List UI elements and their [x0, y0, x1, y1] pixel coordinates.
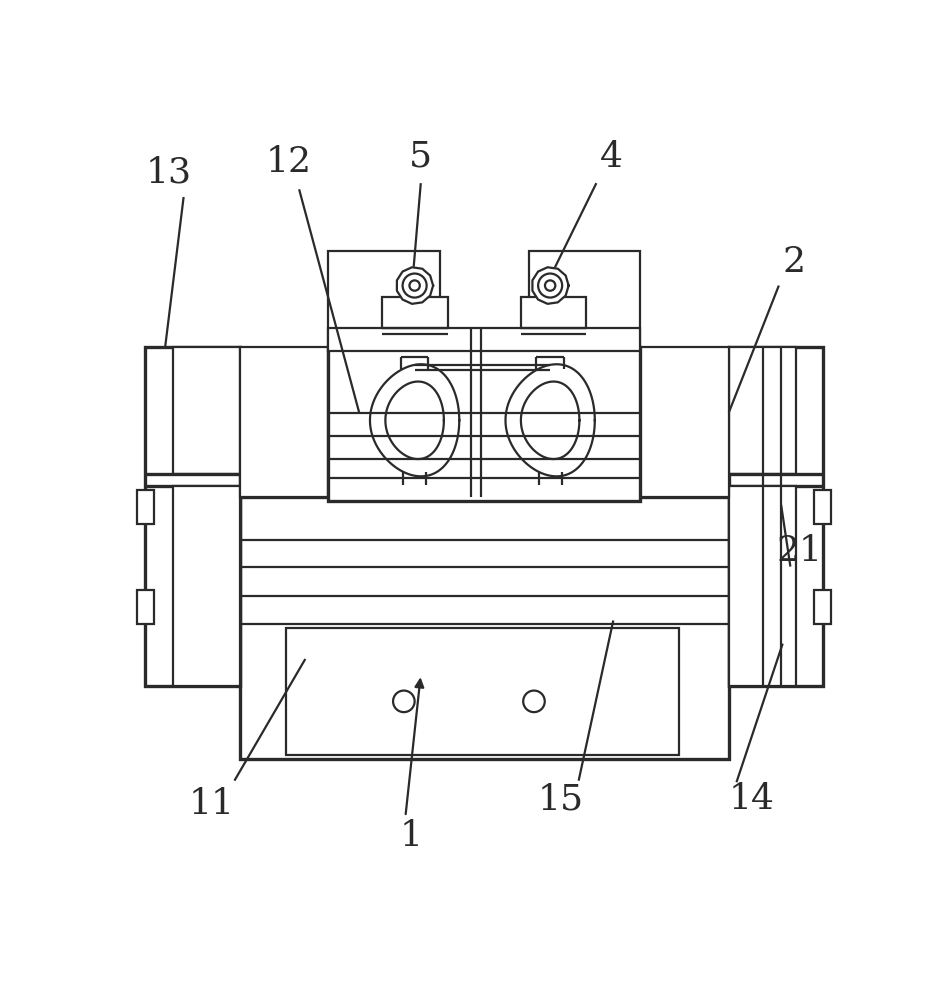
- Text: 13: 13: [145, 155, 191, 189]
- Bar: [173, 347, 240, 474]
- Text: 12: 12: [265, 145, 311, 179]
- Bar: [145, 347, 240, 686]
- Bar: [728, 347, 795, 474]
- Text: 15: 15: [537, 782, 583, 816]
- Bar: [329, 328, 640, 351]
- Circle shape: [402, 274, 426, 298]
- Text: 5: 5: [409, 140, 432, 174]
- Bar: [329, 347, 640, 501]
- Text: 11: 11: [188, 787, 234, 821]
- Text: 2: 2: [782, 245, 805, 279]
- Polygon shape: [396, 267, 432, 304]
- Polygon shape: [329, 251, 440, 347]
- Bar: [137, 490, 154, 524]
- Circle shape: [545, 280, 555, 291]
- Bar: [382, 297, 447, 328]
- Polygon shape: [240, 347, 329, 497]
- Circle shape: [409, 280, 419, 291]
- Polygon shape: [640, 347, 728, 497]
- Bar: [814, 590, 831, 624]
- Circle shape: [523, 691, 544, 712]
- Polygon shape: [528, 251, 640, 347]
- Bar: [137, 590, 154, 624]
- Bar: [728, 486, 795, 686]
- Bar: [520, 297, 585, 328]
- Bar: [173, 486, 240, 686]
- Bar: [286, 628, 678, 755]
- Bar: [728, 347, 822, 686]
- Polygon shape: [531, 267, 568, 304]
- Text: 14: 14: [728, 782, 774, 816]
- Bar: [240, 497, 728, 759]
- Text: 4: 4: [599, 140, 623, 174]
- Text: 21: 21: [776, 534, 822, 568]
- Text: 1: 1: [399, 819, 423, 853]
- Circle shape: [393, 691, 414, 712]
- Circle shape: [537, 274, 562, 298]
- Bar: [814, 490, 831, 524]
